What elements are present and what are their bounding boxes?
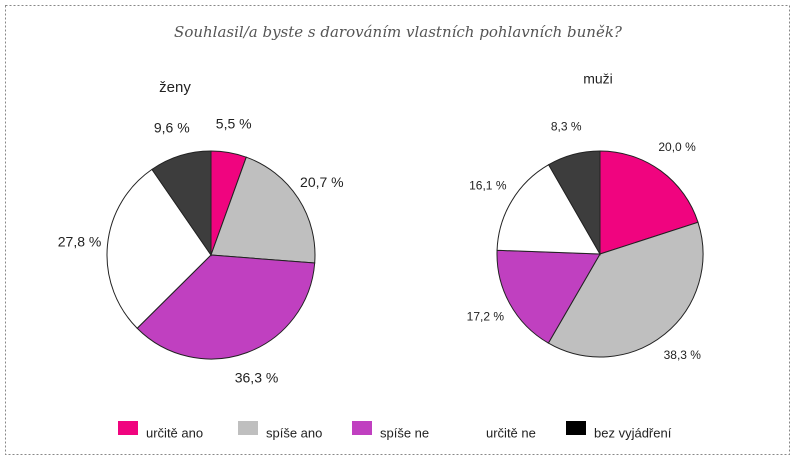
- pie-slice: [210, 156, 316, 264]
- data-label: 38,3 %: [664, 348, 702, 362]
- legend-swatch: [238, 421, 258, 435]
- data-label: 27,8 %: [58, 233, 102, 249]
- legend-swatch: [566, 421, 586, 435]
- pie-slice: [136, 254, 316, 360]
- data-label: 8,3 %: [551, 120, 582, 134]
- legend-swatch: [352, 421, 372, 435]
- chart-title: Souhlasil/a byste s darováním vlastních …: [174, 23, 623, 41]
- legend-swatch: [118, 421, 138, 435]
- legend-label: bez vyjádření: [594, 425, 672, 440]
- pie-slice: [106, 168, 212, 329]
- pie-slice: [496, 249, 601, 344]
- pie-slice: [547, 221, 704, 358]
- pie-slice: [496, 164, 601, 255]
- data-label: 20,0 %: [658, 140, 696, 154]
- legend-label: určitě ano: [146, 425, 203, 440]
- data-label: 9,6 %: [154, 120, 190, 136]
- legend-label: spíše ano: [266, 425, 322, 440]
- pie-slice: [151, 150, 212, 257]
- pie-title: ženy: [159, 79, 191, 96]
- pie-slice: [599, 150, 699, 255]
- data-label: 5,5 %: [216, 116, 252, 132]
- legend-label: spíše ne: [380, 425, 429, 440]
- legend-label: určitě ne: [486, 425, 536, 440]
- data-label: 17,2 %: [467, 310, 505, 324]
- data-label: 36,3 %: [235, 370, 279, 386]
- frame: [5, 5, 790, 455]
- data-label: 16,1 %: [469, 179, 507, 193]
- pie-title: muži: [583, 71, 613, 87]
- legend-swatch: [457, 420, 479, 436]
- pie-slice: [547, 150, 601, 256]
- data-label: 20,7 %: [300, 174, 344, 190]
